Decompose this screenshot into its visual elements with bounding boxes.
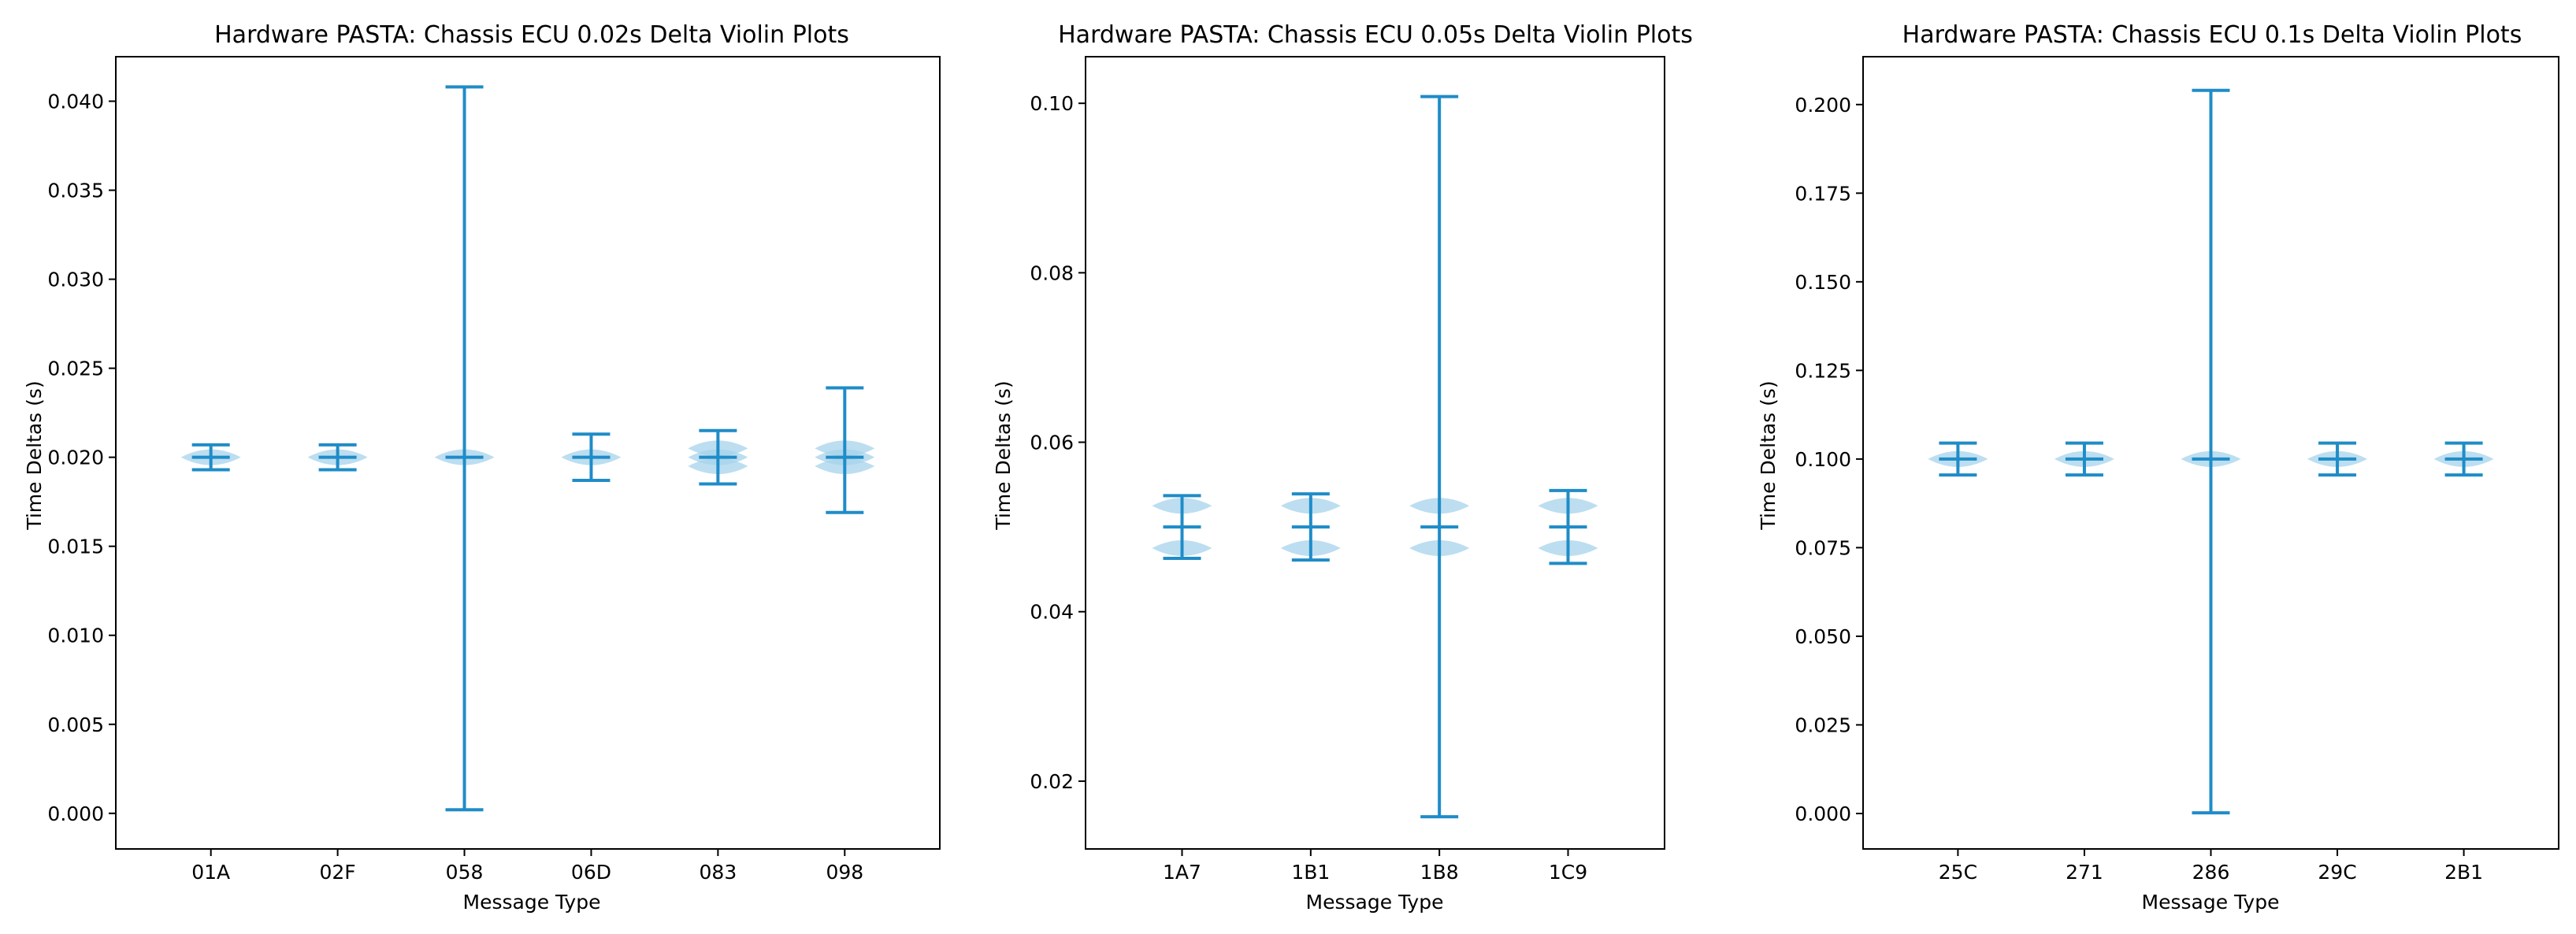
x-tick-label: 02F	[320, 861, 356, 884]
violin-1B1	[1280, 492, 1341, 562]
y-tick-label: 0.005	[47, 713, 104, 736]
y-tick-label: 0.04	[1030, 601, 1074, 624]
y-tick-label: 0.150	[1795, 271, 1851, 294]
x-tick-label: 098	[826, 861, 863, 884]
x-tick-label: 2B1	[2444, 861, 2483, 884]
violin-01A	[180, 443, 241, 472]
y-tick-label: 0.050	[1795, 625, 1851, 648]
violin-1A7	[1152, 494, 1212, 560]
violin-06D	[561, 432, 622, 483]
plot-area: 0.000 0.005 0.010 0.015 0.020 0.025 0.030 0.035…	[47, 56, 941, 884]
x-tick-label: 083	[700, 861, 737, 884]
y-tick-label: 0.035	[47, 180, 104, 202]
x-tick-label: 058	[446, 861, 484, 884]
x-tick-label: 286	[2192, 861, 2230, 884]
plot-area: 0.000 0.025 0.050 0.075 0.100 0.125 0.150 0.175…	[1795, 56, 2559, 884]
y-tick-label: 0.075	[1795, 536, 1851, 559]
chart-title: Hardware PASTA: Chassis ECU 0.02s Delta …	[214, 21, 849, 49]
violin-058	[434, 85, 495, 812]
x-tick-label: 1B8	[1420, 861, 1459, 884]
chart-title: Hardware PASTA: Chassis ECU 0.05s Delta …	[1058, 21, 1693, 49]
y-tick-label: 0.02	[1030, 770, 1074, 793]
y-tick-label: 0.08	[1030, 261, 1074, 284]
y-tick-label: 0.030	[47, 269, 104, 291]
y-tick-label: 0.020	[47, 447, 104, 469]
y-tick-label: 0.175	[1795, 182, 1851, 205]
y-tick-label: 0.040	[47, 91, 104, 113]
chart-panel-2: Hardware PASTA: Chassis ECU 0.05s Delta …	[992, 21, 1693, 914]
violin-1B8	[1409, 95, 1470, 819]
x-tick-label: 1C9	[1549, 861, 1587, 884]
chart-panel-3: Hardware PASTA: Chassis ECU 0.1s Delta V…	[1757, 21, 2559, 914]
x-tick-label: 01A	[191, 861, 230, 884]
violin-286	[2181, 88, 2241, 815]
y-tick-label: 0.06	[1030, 432, 1074, 454]
chart-title: Hardware PASTA: Chassis ECU 0.1s Delta V…	[1902, 21, 2522, 49]
x-tick-label: 271	[2066, 861, 2103, 884]
y-axis-label: Time Deltas (s)	[23, 380, 46, 530]
y-tick-label: 0.025	[47, 358, 104, 380]
y-tick-label: 0.10	[1030, 92, 1074, 115]
x-tick-label: 1A7	[1163, 861, 1201, 884]
y-tick-label: 0.025	[1795, 713, 1851, 736]
y-axis-label: Time Deltas (s)	[1757, 380, 1780, 530]
x-axis-label: Message Type	[463, 891, 601, 914]
axes-frame	[1085, 56, 1665, 850]
plot-area: 0.02 0.04 0.06 0.08 0.10 1A7 1B1 1B8 1C9	[1030, 56, 1665, 884]
violin-25C	[1928, 441, 1988, 477]
violin-29C	[2307, 441, 2368, 477]
y-tick-label: 0.015	[47, 536, 104, 558]
violin-098	[815, 386, 875, 514]
x-tick-label: 06D	[571, 861, 611, 884]
y-tick-label: 0.200	[1795, 94, 1851, 117]
x-tick-label: 25C	[1939, 861, 1977, 884]
y-axis-label: Time Deltas (s)	[992, 380, 1015, 530]
violin-1C9	[1538, 488, 1598, 565]
violin-2B1	[2433, 441, 2494, 477]
y-tick-label: 0.125	[1795, 359, 1851, 382]
y-tick-label: 0.000	[1795, 802, 1851, 825]
x-tick-label: 29C	[2318, 861, 2356, 884]
x-axis-label: Message Type	[1306, 891, 1444, 914]
x-tick-label: 1B1	[1291, 861, 1330, 884]
y-tick-label: 0.100	[1795, 448, 1851, 471]
violin-083	[688, 428, 748, 486]
violin-02F	[307, 443, 368, 472]
x-axis-label: Message Type	[2142, 891, 2280, 914]
axes-frame	[115, 56, 941, 850]
violin-271	[2054, 441, 2114, 477]
y-tick-label: 0.000	[47, 802, 104, 825]
chart-panel-1: Hardware PASTA: Chassis ECU 0.02s Delta …	[23, 21, 941, 914]
y-tick-label: 0.010	[47, 625, 104, 647]
